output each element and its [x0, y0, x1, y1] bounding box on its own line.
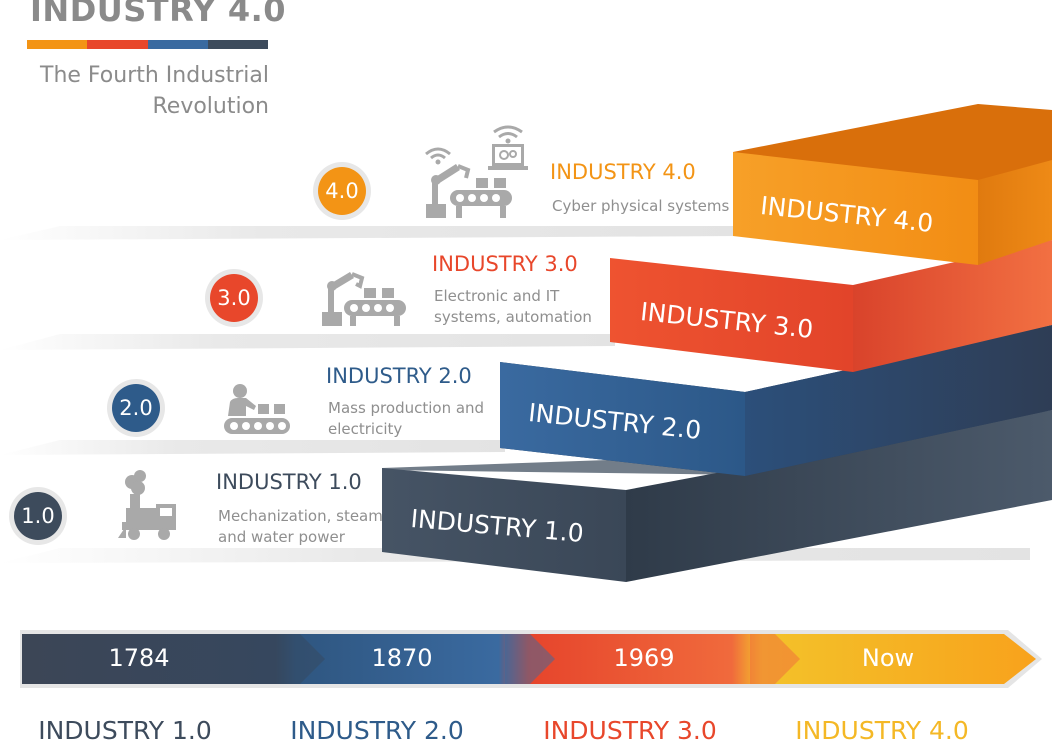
bar-segment-red — [87, 40, 148, 49]
subtitle: The Fourth Industrial Revolution — [20, 60, 269, 122]
stage-1-desc-line-1: Mechanization, steam — [218, 507, 383, 525]
badge-1: 1.0 — [14, 492, 62, 540]
stage-2-desc-line-1: Mass production and — [328, 399, 485, 417]
stage-4-desc-line-1: Cyber physical systems — [552, 197, 730, 215]
timeline-label-3: INDUSTRY 3.0 — [543, 716, 717, 745]
stage-1-desc-line-2: and water power — [218, 528, 345, 546]
stage-1-title: INDUSTRY 1.0 — [216, 470, 362, 494]
connected-robot-icon — [424, 118, 534, 222]
page-title: INDUSTRY 4.0 — [30, 0, 286, 29]
stage-2-title: INDUSTRY 2.0 — [326, 364, 472, 388]
timeline-label-4: INDUSTRY 4.0 — [795, 716, 969, 745]
timeline-year-2: 1870 — [371, 644, 433, 672]
badge-3: 3.0 — [210, 274, 258, 322]
stage-3-desc-line-1: Electronic and IT — [434, 287, 560, 305]
timeline-year-1: 1784 — [108, 644, 170, 672]
steam-engine-icon — [118, 468, 180, 544]
timeline-label-1: INDUSTRY 1.0 — [38, 716, 212, 745]
stage-2-desc: Mass production and electricity — [328, 398, 484, 440]
stage-3-desc: Electronic and IT systems, automation — [434, 286, 592, 328]
assembly-line-icon — [222, 382, 292, 436]
timeline-label-2: INDUSTRY 2.0 — [290, 716, 464, 745]
stage-1-desc: Mechanization, steam and water power — [218, 506, 383, 548]
stage-4-desc: Cyber physical systems — [552, 196, 729, 217]
badge-2: 2.0 — [112, 384, 160, 432]
bar-segment-orange — [27, 40, 88, 49]
bar-segment-blue — [147, 40, 208, 49]
bar-segment-gray — [207, 40, 268, 49]
stage-3-desc-line-2: systems, automation — [434, 308, 592, 326]
title-color-bar — [27, 40, 268, 49]
stage-3-title: INDUSTRY 3.0 — [432, 252, 578, 276]
badge-4: 4.0 — [318, 167, 366, 215]
timeline-year-4: Now — [861, 644, 915, 672]
stage-4-title: INDUSTRY 4.0 — [550, 160, 696, 184]
stage-2-desc-line-2: electricity — [328, 420, 403, 438]
subtitle-line-2: Revolution — [152, 94, 269, 119]
subtitle-line-1: The Fourth Industrial — [40, 63, 269, 88]
timeline-year-3: 1969 — [613, 644, 675, 672]
robot-arm-icon — [320, 268, 408, 328]
